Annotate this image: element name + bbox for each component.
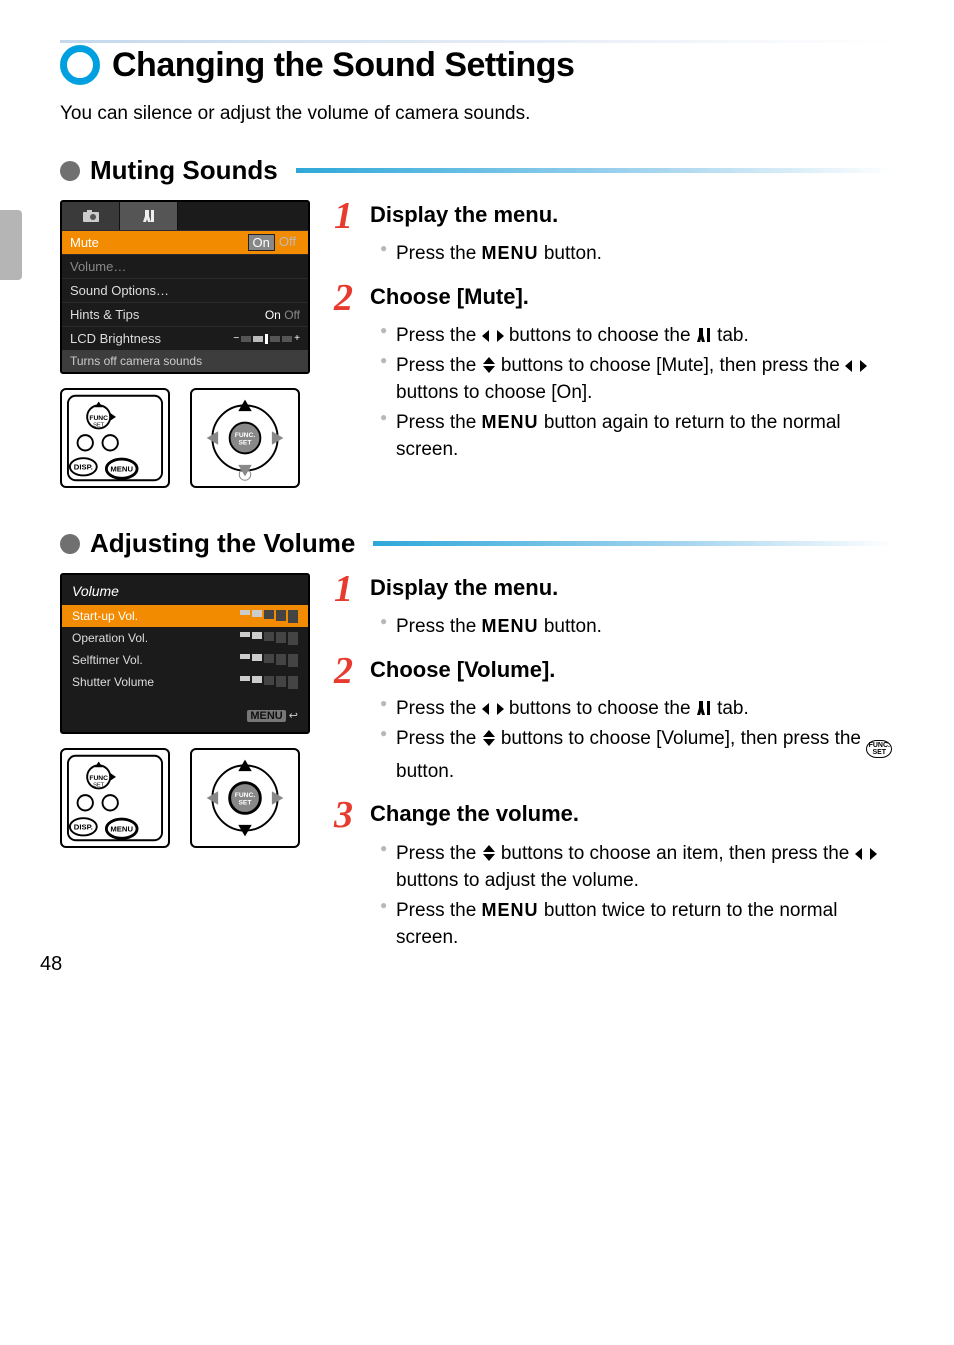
step-item: Press the buttons to choose the tab.	[380, 322, 894, 350]
menu-row-lcd: LCD Brightness −+	[62, 326, 308, 350]
svg-text:SET: SET	[238, 440, 252, 447]
step-title: Change the volume.	[370, 801, 579, 827]
step-2-body: Press the buttons to choose the tab. Pre…	[380, 322, 894, 464]
step-item: Press the MENU button.	[380, 240, 894, 268]
tools-tab-icon	[696, 700, 712, 716]
volume-row-shutter: Shutter Volume	[62, 671, 308, 693]
step-2: 2 Choose [Mute].	[334, 282, 894, 314]
page-title: Changing the Sound Settings	[112, 46, 574, 85]
camera-tab-shoot-icon	[62, 202, 120, 230]
section-bullet-icon	[60, 534, 80, 554]
left-right-arrows-icon	[482, 329, 504, 343]
step-item: Press the buttons to choose the tab.	[380, 695, 894, 723]
step-2-body: Press the buttons to choose the tab. Pre…	[380, 695, 894, 785]
left-right-arrows-icon	[845, 359, 867, 373]
svg-text:DISP.: DISP.	[74, 823, 93, 832]
volume-title: Volume	[62, 575, 308, 605]
section-bullet-icon	[60, 161, 80, 181]
page-side-tab	[0, 210, 22, 280]
volume-row-selftimer: Selftimer Vol.	[62, 649, 308, 671]
svg-text:FUNC: FUNC	[89, 775, 108, 782]
up-down-arrows-icon	[482, 357, 496, 373]
volume-menu-screenshot: Volume Start-up Vol. Operation Vol. Self…	[60, 573, 310, 734]
left-right-arrows-icon	[855, 847, 877, 861]
section-volume-title: Adjusting the Volume	[90, 528, 355, 559]
svg-text:MENU: MENU	[110, 825, 133, 834]
step-item: Press the buttons to choose [Volume], th…	[380, 725, 894, 786]
menu-button-label: MENU	[482, 900, 539, 920]
section-volume-header: Adjusting the Volume	[60, 528, 894, 559]
camera-menu-screenshot: Mute On Off Volume… Sound Options… Hints…	[60, 200, 310, 374]
section-rule	[373, 541, 894, 546]
volume-row-operation: Operation Vol.	[62, 627, 308, 649]
svg-text:MENU: MENU	[110, 465, 133, 474]
step-number: 2	[334, 282, 362, 314]
svg-text:FUNC: FUNC	[89, 415, 108, 422]
step-1-body: Press the MENU button.	[380, 240, 894, 268]
step-title: Display the menu.	[370, 202, 558, 228]
step-item: Press the MENU button twice to return to…	[380, 897, 894, 952]
camera-back-right-icon: FUNC. SET	[190, 748, 300, 848]
step-number: 3	[334, 799, 362, 831]
step-title: Display the menu.	[370, 575, 558, 601]
svg-text:FUNC.: FUNC.	[235, 792, 256, 799]
section-muting-header: Muting Sounds	[60, 155, 894, 186]
svg-text:SET: SET	[93, 422, 105, 428]
menu-label: Mute	[70, 235, 248, 250]
func-set-icon: FUNC.SET	[866, 740, 892, 758]
svg-text:SET: SET	[93, 782, 105, 788]
step-1: 1 Display the menu.	[334, 573, 894, 605]
menu-button-label: MENU	[482, 243, 539, 263]
volume-level-icon	[240, 610, 298, 623]
brightness-slider: −+	[233, 333, 300, 344]
tools-tab-icon	[696, 327, 712, 343]
camera-tab-tools-icon	[120, 202, 178, 230]
step-3: 3 Change the volume.	[334, 799, 894, 831]
menu-value-onoff: On Off	[248, 234, 300, 251]
step-1-body: Press the MENU button.	[380, 613, 894, 641]
camera-back-right-icon: FUNC. SET	[190, 388, 300, 488]
step-1: 1 Display the menu.	[334, 200, 894, 232]
step-number: 2	[334, 655, 362, 687]
menu-button-label: MENU	[482, 616, 539, 636]
menu-row-volume: Volume…	[62, 254, 308, 278]
step-3-body: Press the buttons to choose an item, the…	[380, 840, 894, 952]
camera-body-illustrations: FUNC SET DISP. MENU FUNC. SET	[60, 748, 310, 848]
step-number: 1	[334, 573, 362, 605]
title-top-rule	[60, 40, 894, 43]
section-rule	[296, 168, 894, 173]
step-2: 2 Choose [Volume].	[334, 655, 894, 687]
step-item: Press the MENU button again to return to…	[380, 409, 894, 464]
volume-row-startup: Start-up Vol.	[62, 605, 308, 627]
svg-text:FUNC.: FUNC.	[235, 432, 256, 439]
camera-back-left-icon: FUNC SET DISP. MENU	[60, 388, 170, 488]
volume-footer: MENU ↩	[62, 693, 308, 724]
left-right-arrows-icon	[482, 702, 504, 716]
menu-row-hints: Hints & Tips On Off	[62, 302, 308, 326]
step-item: Press the MENU button.	[380, 613, 894, 641]
up-down-arrows-icon	[482, 845, 496, 861]
title-ring-icon	[60, 45, 100, 85]
camera-back-left-icon: FUNC SET DISP. MENU	[60, 748, 170, 848]
camera-body-illustrations: FUNC SET DISP. MENU FUNC. SET	[60, 388, 310, 488]
step-number: 1	[334, 200, 362, 232]
menu-footer: Turns off camera sounds	[62, 350, 308, 372]
step-item: Press the buttons to choose [Mute], then…	[380, 352, 894, 407]
section-muting-title: Muting Sounds	[90, 155, 278, 186]
up-down-arrows-icon	[482, 730, 496, 746]
menu-button-label: MENU	[482, 412, 539, 432]
page-intro: You can silence or adjust the volume of …	[60, 103, 894, 125]
step-title: Choose [Mute].	[370, 284, 529, 310]
menu-row-mute: Mute On Off	[62, 230, 308, 254]
step-title: Choose [Volume].	[370, 657, 555, 683]
menu-row-sound-options: Sound Options…	[62, 278, 308, 302]
svg-text:DISP.: DISP.	[74, 463, 93, 472]
step-item: Press the buttons to choose an item, the…	[380, 840, 894, 895]
page-number: 48	[40, 953, 62, 976]
svg-text:SET: SET	[238, 800, 252, 807]
page-title-block: Changing the Sound Settings	[60, 45, 894, 85]
